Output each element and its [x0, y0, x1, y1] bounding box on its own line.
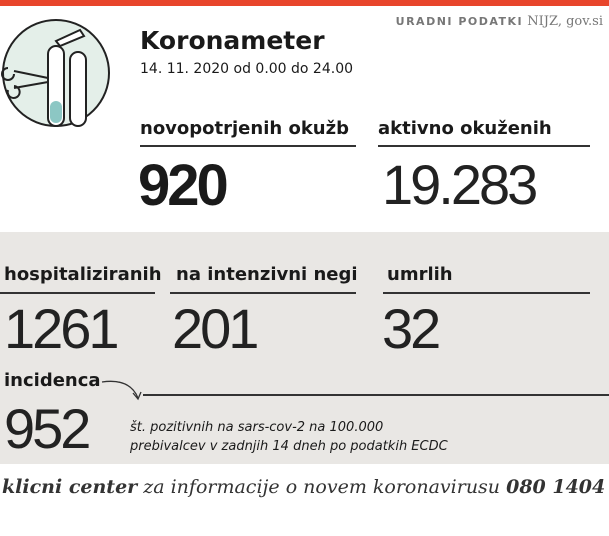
- note-line: št. pozitivnih na sars-cov-2 na 100.000: [130, 420, 384, 435]
- title: Koronameter: [140, 26, 325, 55]
- footer-phone: 080 1404: [506, 476, 606, 498]
- stat-value: 1261: [4, 297, 120, 360]
- stat-value: 32: [382, 297, 441, 360]
- date: 14. 11. 2020 od 0.00 do 24.00: [140, 61, 354, 77]
- stat-label: na intenzivni negi: [176, 264, 358, 285]
- stat-value: 201: [172, 297, 259, 360]
- stat-value: 19.283: [382, 153, 538, 216]
- grey-panel: [0, 232, 609, 464]
- stat-label: aktivno okuženih: [378, 118, 552, 139]
- rule: [140, 145, 356, 147]
- rule: [378, 145, 590, 147]
- source: URADNI PODATKI NIJZ, gov.si: [395, 14, 603, 29]
- arrow: [101, 380, 609, 401]
- footer-name: klicni center: [2, 476, 138, 498]
- test-tube-icon: [1, 19, 110, 127]
- rule: [383, 292, 590, 294]
- top-bar: [0, 0, 609, 6]
- stat-label: umrlih: [387, 264, 453, 285]
- stat-label: novopotrjenih okužb: [140, 118, 349, 139]
- note: št. pozitivnih na sars-cov-2 na 100.000 p…: [130, 418, 448, 456]
- note-line: prebivalcev v zadnjih 14 dneh po podatki…: [130, 439, 448, 454]
- rule: [0, 292, 155, 294]
- footer: klicni center za informacije o novem kor…: [2, 476, 605, 498]
- stat-label: incidenca: [4, 370, 101, 391]
- stat-label: hospitaliziranih: [4, 264, 162, 285]
- stat-value: 952: [4, 397, 91, 460]
- stat-value: 920: [138, 153, 229, 218]
- rule: [170, 292, 356, 294]
- footer-text: za informacije o novem koronavirusu: [143, 476, 501, 498]
